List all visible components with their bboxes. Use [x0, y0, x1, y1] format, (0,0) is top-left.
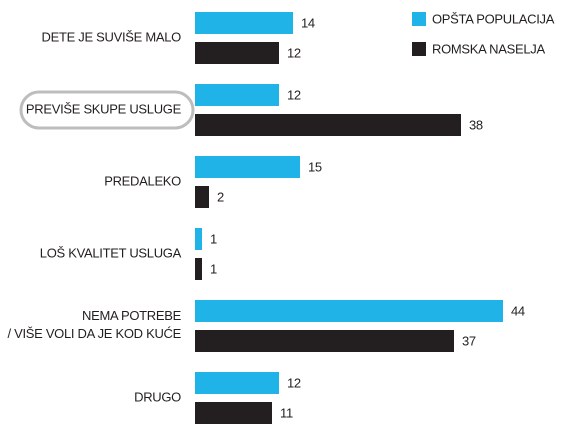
category-label: LOŠ KVALITET USLUGA	[40, 245, 182, 260]
bar	[195, 300, 503, 322]
bar	[195, 228, 202, 250]
bar	[195, 372, 279, 394]
value-label: 37	[462, 333, 476, 348]
highlight-outline	[19, 90, 195, 130]
value-label: 2	[217, 189, 224, 204]
value-label: 44	[511, 303, 525, 318]
value-label: 1	[210, 261, 217, 276]
bar	[195, 42, 279, 64]
category-label: DRUGO	[134, 389, 181, 404]
category-label: DETE JE SUVIŠE MALO	[41, 29, 181, 44]
legend-label: ROMSKA NASELJA	[432, 41, 545, 56]
value-label: 12	[287, 45, 301, 60]
category-label: NEMA POTREBE / VIŠE VOLI DA JE KOD KUĆE	[7, 308, 181, 341]
value-label: 12	[287, 87, 301, 102]
category-label: PREVIŠE SKUPE USLUGE	[26, 101, 182, 116]
bar	[195, 258, 202, 280]
bar	[195, 186, 209, 208]
value-label: 15	[308, 159, 322, 174]
bar	[195, 12, 293, 34]
bar	[195, 84, 279, 106]
bar	[195, 156, 300, 178]
value-label: 14	[301, 15, 315, 30]
legend-swatch	[412, 42, 426, 56]
bar	[195, 402, 272, 424]
value-label: 12	[287, 375, 301, 390]
legend-swatch	[412, 12, 426, 26]
value-label: 38	[469, 117, 483, 132]
category-label: PREDALEKO	[104, 173, 181, 188]
legend-label: OPŠTA POPULACIJA	[432, 11, 555, 26]
value-label: 11	[280, 405, 293, 420]
value-label: 1	[210, 231, 217, 246]
bar	[195, 114, 461, 136]
bar	[195, 330, 454, 352]
